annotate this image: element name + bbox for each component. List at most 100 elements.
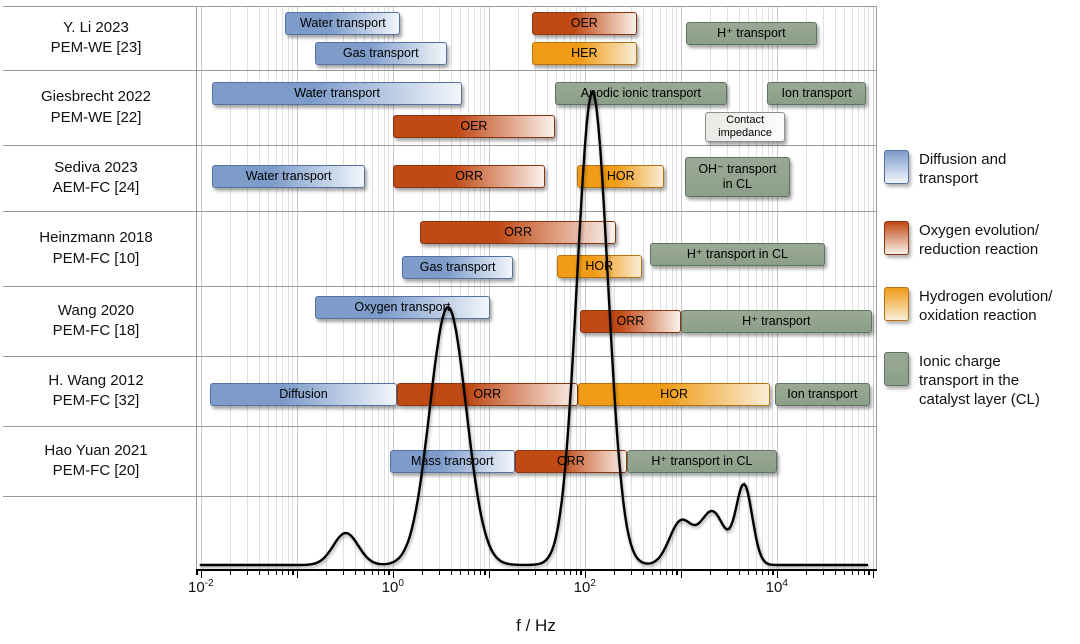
- gridline: [196, 6, 198, 570]
- axis-tick: [584, 571, 587, 578]
- process-bar: Water transport: [212, 82, 462, 105]
- axis-tick: [354, 571, 356, 575]
- axis-tick-label: 102: [573, 578, 596, 596]
- axis-tick: [580, 571, 582, 575]
- axis-tick: [363, 571, 366, 575]
- axis-tick: [484, 571, 486, 575]
- process-bar: H⁺ transport in CL: [627, 450, 777, 473]
- study-row-label: Heinzmann 2018 PEM-FC [10]: [39, 229, 153, 267]
- process-bar: Water transport: [212, 165, 365, 188]
- axis-tick: [479, 571, 481, 575]
- process-bar: Ion transport: [774, 383, 870, 406]
- axis-tick: [258, 571, 260, 575]
- axis-tick: [834, 571, 836, 575]
- axis-tick: [630, 571, 632, 575]
- gridline: [484, 6, 486, 570]
- legend-swatch-red: [884, 221, 909, 255]
- axis-tick: [473, 571, 476, 575]
- axis-tick: [642, 571, 644, 575]
- axis-tick: [196, 571, 198, 575]
- axis-tick: [868, 571, 870, 575]
- axis-tick: [438, 571, 440, 575]
- axis-tick: [805, 571, 807, 575]
- legend-label: Hydrogen evolution/ oxidation reaction: [919, 288, 1053, 324]
- axis-tick: [296, 571, 299, 578]
- gridline: [747, 6, 749, 570]
- study-row-label: Giesbrecht 2022 PEM-WE [22]: [40, 88, 152, 126]
- process-bar: OER: [392, 115, 555, 138]
- process-bar: HER: [532, 42, 637, 65]
- axis-tick: [726, 571, 728, 575]
- process-bar: OER: [532, 12, 637, 35]
- process-bar: Anodic ionic transport: [555, 82, 727, 105]
- process-bar: Oxygen transport: [315, 296, 490, 319]
- axis-tick: [281, 571, 284, 575]
- axis-tick: [676, 571, 678, 575]
- row-separator-line: [3, 496, 877, 497]
- process-bar: H⁺ transport: [685, 22, 818, 45]
- axis-tick: [388, 571, 390, 575]
- legend-label: Oxygen evolution/ reduction reaction: [919, 222, 1040, 258]
- study-row-label: Sediva 2023 AEM-FC [24]: [52, 158, 140, 196]
- axis-tick: [267, 571, 270, 575]
- axis-tick: [377, 571, 380, 575]
- axis-tick: [767, 571, 769, 575]
- axis-tick: [459, 571, 462, 575]
- gridline: [755, 6, 757, 570]
- gridline: [200, 6, 202, 570]
- axis-tick: [517, 571, 519, 575]
- process-bar: HOR: [557, 255, 642, 278]
- axis-tick: [822, 571, 824, 575]
- axis-tick: [872, 571, 875, 578]
- legend-label: Diffusion and transport: [919, 151, 1007, 187]
- gridline: [488, 6, 490, 570]
- process-bar: HOR: [578, 383, 771, 406]
- process-bar: HOR: [577, 165, 665, 188]
- axis-tick: [392, 571, 395, 578]
- axis-tick: [488, 571, 491, 578]
- row-separator-line: [3, 70, 877, 71]
- x-axis-label: f / Hz: [516, 616, 556, 635]
- process-bar: OH⁻ transport in CL: [684, 157, 791, 197]
- gridline: [738, 6, 740, 570]
- axis-tick: [613, 571, 615, 575]
- process-bar: H⁺ transport in CL: [650, 243, 825, 266]
- axis-tick: [563, 571, 565, 575]
- process-bar: ORR: [396, 383, 578, 406]
- x-axis-line: [196, 569, 877, 571]
- legend-swatch-green: [884, 352, 909, 386]
- study-row-label: Wang 2020 PEM-FC [18]: [52, 301, 140, 339]
- axis-tick: [772, 571, 774, 575]
- gridline: [872, 6, 874, 570]
- legend-swatch-orange: [884, 287, 909, 321]
- process-bar: Water transport: [285, 12, 401, 35]
- axis-tick: [851, 571, 853, 575]
- gridline: [479, 6, 481, 570]
- axis-tick: [450, 571, 452, 575]
- axis-tick: [371, 571, 373, 575]
- axis-tick: [659, 571, 661, 575]
- legend-swatch-blue: [884, 150, 909, 184]
- process-bar: Gas transport: [402, 256, 513, 279]
- study-row-label: Hao Yuan 2021 PEM-FC [20]: [44, 441, 148, 479]
- axis-tick: [200, 571, 203, 578]
- plot-frame-line: [875, 6, 877, 570]
- axis-tick: [534, 571, 536, 575]
- axis-tick: [863, 571, 865, 575]
- gridline: [534, 6, 536, 570]
- row-separator-line: [3, 6, 877, 7]
- process-bar: ORR: [392, 165, 546, 188]
- gridline: [473, 6, 475, 570]
- axis-tick: [575, 571, 577, 575]
- gridline: [517, 6, 519, 570]
- legend-item: Oxygen evolution/ reduction reaction: [884, 221, 1039, 260]
- process-bar: Mass transport: [389, 450, 515, 473]
- axis-tick: [857, 571, 860, 575]
- axis-tick: [755, 571, 757, 575]
- axis-tick: [421, 571, 423, 575]
- process-bar: Ion transport: [767, 82, 867, 105]
- study-row-label: H. Wang 2012 PEM-FC [32]: [48, 371, 144, 409]
- axis-tick: [709, 571, 711, 575]
- axis-tick: [246, 571, 248, 575]
